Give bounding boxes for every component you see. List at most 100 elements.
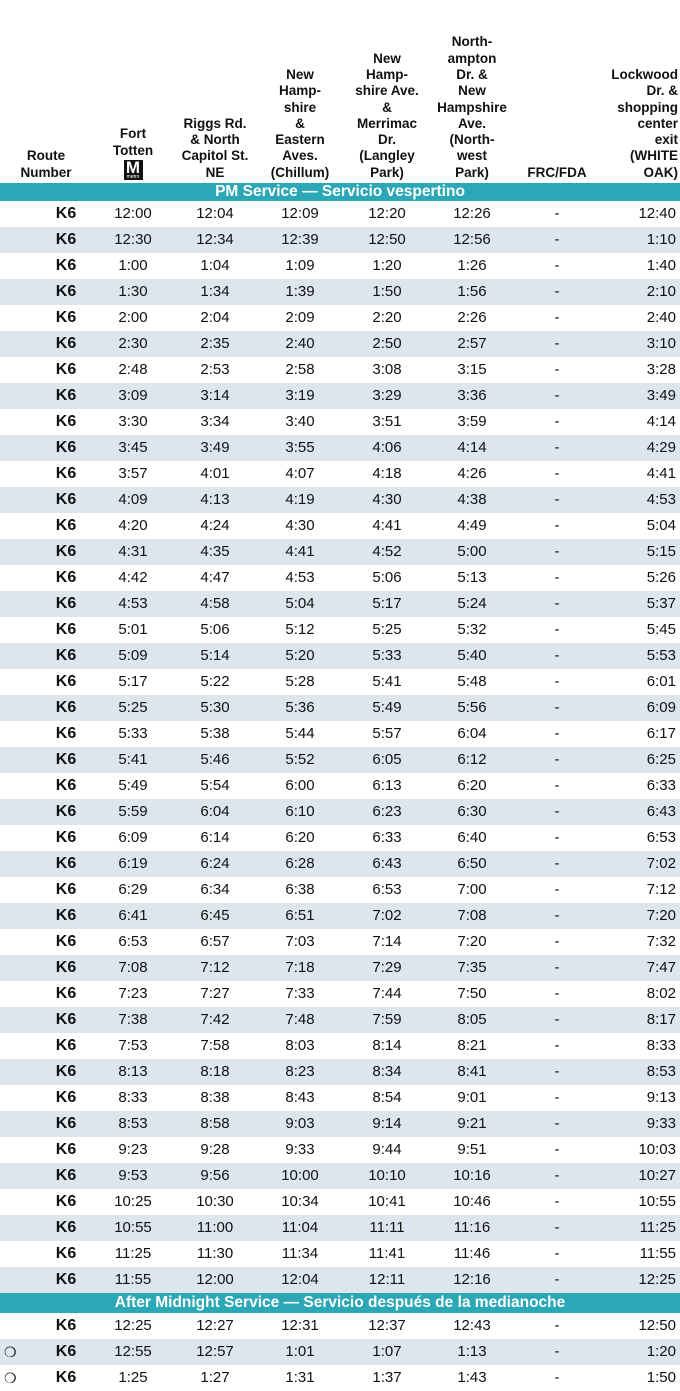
time-cell: 5:44 [285,725,315,742]
route-number: K6 [55,1063,77,1080]
header-line: Capitol St. [181,148,249,164]
schedule-row: K6 8:53 8:58 9:03 9:14 9:21 - 9:33 [0,1111,680,1137]
time-cell: 8:18 [200,1063,230,1080]
route-number: K6 [55,1245,77,1262]
time-cell: 7:38 [118,1011,148,1028]
time-cell: 7:03 [285,933,315,950]
schedule-row: K6 4:31 4:35 4:41 4:52 5:00 - 5:15 [0,539,680,565]
time-cell: 1:13 [457,1343,487,1360]
route-number: K6 [55,1141,77,1158]
time-cell: - [554,517,560,534]
time-cell: 6:28 [285,855,315,872]
time-cell: - [554,569,560,586]
schedule-row: K6 9:23 9:28 9:33 9:44 9:51 - 10:03 [0,1137,680,1163]
time-cell: 4:53 [285,569,315,586]
schedule-row: K6 5:09 5:14 5:20 5:33 5:40 - 5:53 [0,643,680,669]
route-number: K6 [55,725,77,742]
time-cell: 3:14 [200,387,230,404]
time-cell: 5:36 [285,699,315,716]
time-cell: 12:55 [114,1343,152,1360]
header-line: OAK) [643,164,679,180]
column-header: New Hamp-shire Ave. & Merrimac Dr. (Langley Pa… [344,0,430,181]
route-number: K6 [55,1167,77,1184]
time-cell: - [554,673,560,690]
time-cell: 12:37 [368,1317,406,1334]
route-number: K6 [55,1271,77,1288]
time-cell: 3:49 [200,439,230,456]
time-cell: 2:26 [457,309,487,326]
header-line: (WHITE [630,148,678,164]
time-cell: - [554,829,560,846]
route-number: K6 [55,309,77,326]
time-cell: 9:44 [372,1141,402,1158]
time-cell: 11:25 [639,1219,676,1236]
time-cell: 10:30 [196,1193,234,1210]
time-cell: - [554,699,560,716]
header-line: Totten [112,142,154,158]
route-number: K6 [55,595,77,612]
time-cell: 10:55 [638,1193,676,1210]
time-cell: 12:56 [453,231,491,248]
time-cell: 9:01 [457,1089,487,1106]
time-cell: 7:20 [646,907,676,924]
schedule-row: K6 3:57 4:01 4:07 4:18 4:26 - 4:41 [0,461,680,487]
time-cell: 7:02 [372,907,402,924]
time-cell: 5:32 [457,621,487,638]
time-cell: 7:27 [200,985,230,1002]
time-cell: 6:24 [200,855,230,872]
time-cell: 10:55 [114,1219,152,1236]
time-cell: - [554,855,560,872]
header-line: New [458,83,486,99]
time-cell: 4:26 [457,465,487,482]
schedule-row: K6 4:09 4:13 4:19 4:30 4:38 - 4:53 [0,487,680,513]
schedule-row: K6 12:30 12:34 12:39 12:50 12:56 - 1:10 [0,227,680,253]
header-line: (Langley [359,148,415,164]
schedule-row: K6 12:25 12:27 12:31 12:37 12:43 - 12:50 [0,1313,680,1339]
time-cell: 1:07 [372,1343,402,1360]
time-cell: 8:53 [118,1115,148,1132]
route-number: K6 [55,543,77,560]
time-cell: 12:40 [638,205,676,222]
time-cell: 1:20 [372,257,402,274]
time-cell: 3:15 [457,361,487,378]
time-cell: 7:20 [457,933,487,950]
route-number: K6 [55,803,77,820]
time-cell: 12:20 [368,205,406,222]
column-header: North-ampton Dr. & New Hampshire Ave. (North-… [430,0,514,181]
time-cell: 12:43 [453,1317,491,1334]
time-cell: 11:55 [114,1271,152,1288]
time-cell: - [554,543,560,560]
time-cell: 6:38 [285,881,315,898]
time-cell: 5:48 [457,673,487,690]
time-cell: 4:53 [646,491,676,508]
time-cell: - [554,205,560,222]
route-number: K6 [55,1089,77,1106]
time-cell: 6:30 [457,803,487,820]
time-cell: 7:14 [372,933,402,950]
time-cell: 6:19 [118,855,148,872]
time-cell: 6:53 [372,881,402,898]
time-cell: - [554,933,560,950]
header-line: west [456,148,487,164]
route-number: K6 [55,907,77,924]
route-number: K6 [55,959,77,976]
time-cell: 6:50 [457,855,487,872]
schedule-row: K6 4:53 4:58 5:04 5:17 5:24 - 5:37 [0,591,680,617]
time-cell: 5:06 [372,569,402,586]
icon-label: metro [126,174,140,180]
time-cell: 4:42 [118,569,148,586]
time-cell: - [554,309,560,326]
time-cell: 1:37 [372,1369,402,1386]
time-cell: 7:35 [457,959,487,976]
route-number: K6 [55,205,77,222]
time-cell: 1:50 [372,283,402,300]
time-cell: 3:36 [457,387,487,404]
time-cell: 10:34 [281,1193,319,1210]
time-cell: 7:44 [372,985,402,1002]
time-cell: 7:23 [118,985,148,1002]
route-number: K6 [55,751,77,768]
time-cell: 7:33 [285,985,315,1002]
header-line: Park) [455,164,489,180]
time-cell: 4:41 [372,517,402,534]
time-cell: 5:20 [285,647,315,664]
